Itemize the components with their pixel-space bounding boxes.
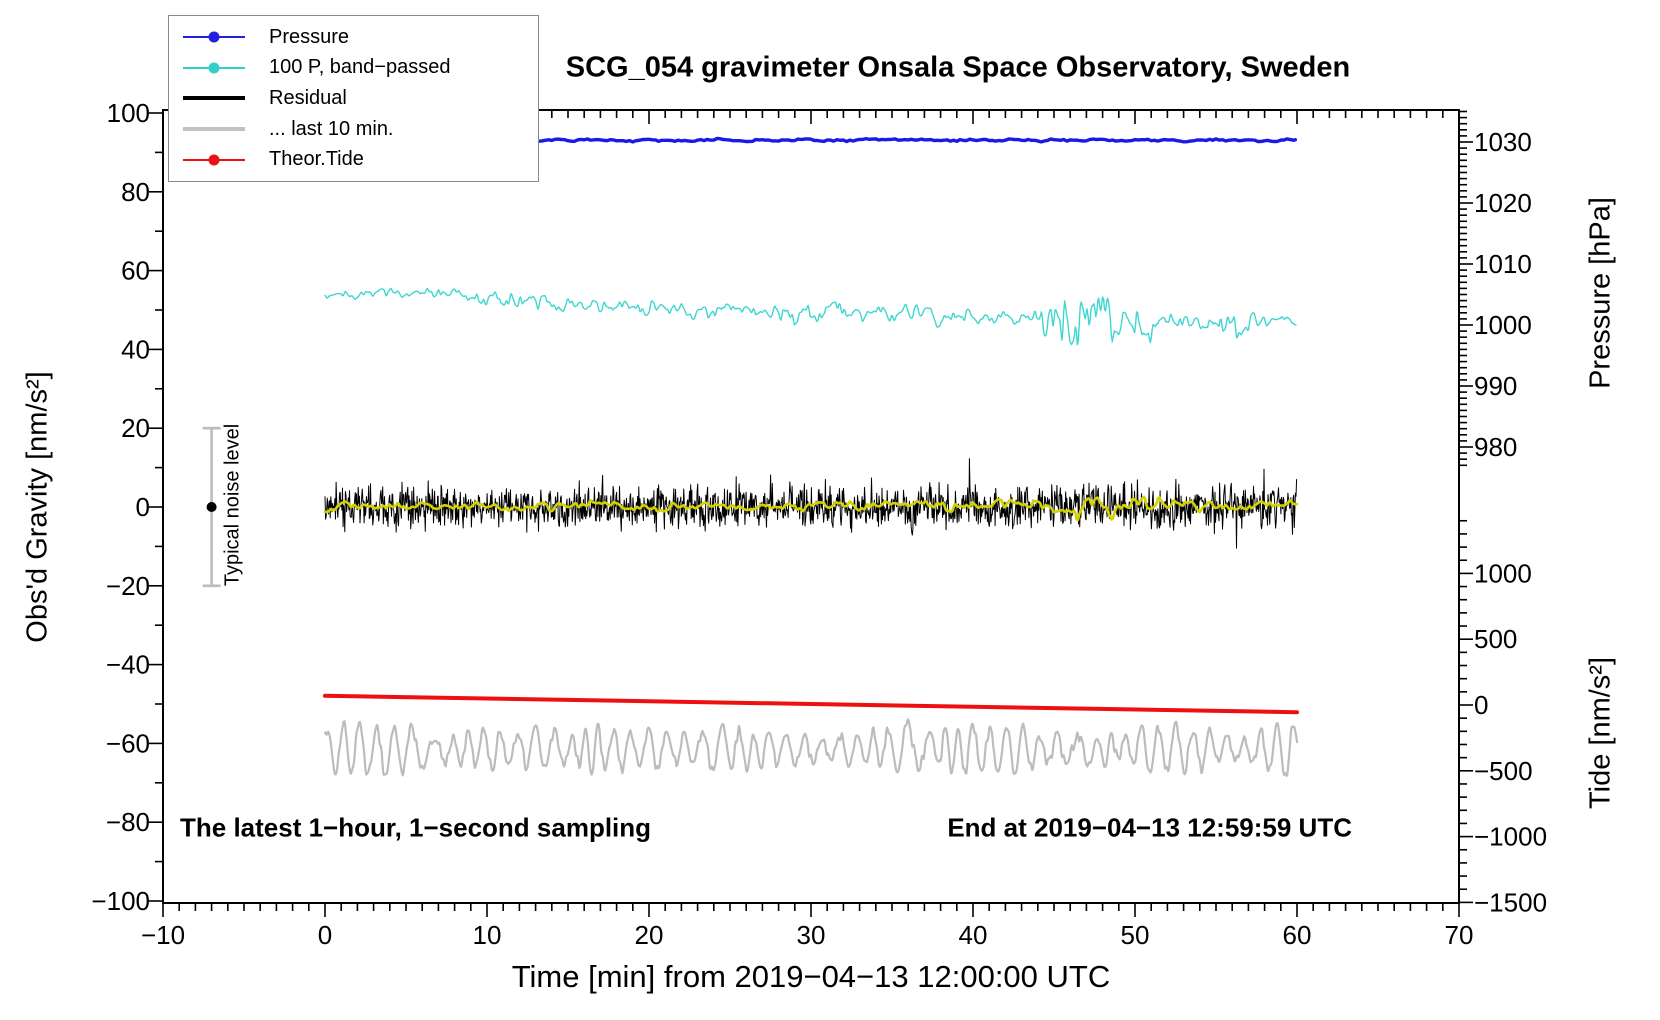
sampling-note: The latest 1−hour, 1−second sampling: [180, 812, 652, 843]
gravity-tick-label: 20: [121, 413, 150, 443]
legend-label: ... last 10 min.: [269, 117, 394, 140]
gravity-tick-label: 0: [136, 492, 150, 522]
gravity-tick-label: −40: [106, 650, 150, 680]
gravity-tick-label: 80: [121, 177, 150, 207]
gravity-tick-label: −100: [91, 886, 150, 916]
tide-tick-label: 0: [1474, 690, 1488, 720]
x-tick-label: 10: [473, 920, 502, 950]
end-time-note: End at 2019−04−13 12:59:59 UTC: [947, 812, 1352, 843]
residual-smoothed-series-line: [323, 495, 1299, 522]
x-tick-label: 40: [959, 920, 988, 950]
tide-tick-label: −1000: [1474, 822, 1547, 852]
y-left-axis-title: Obs'd Gravity [nm/s²]: [21, 371, 54, 643]
pressure-legend-marker-icon: [183, 31, 245, 43]
bandpassed-series-line: [324, 287, 1297, 346]
theor-tide-series-line: [323, 693, 1299, 715]
x-tick-label: 0: [318, 920, 332, 950]
legend-box: Pressure 100 P, band−passed Residual ...…: [168, 15, 539, 182]
x-tick-label: 20: [635, 920, 664, 950]
tide-axis-title: Tide [nm/s²]: [1584, 656, 1617, 810]
pressure-axis-title: Pressure [hPa]: [1584, 197, 1617, 389]
tide-tick-label: −1500: [1474, 887, 1547, 917]
last10min-series-line: [323, 718, 1299, 777]
tide-tick-label: 1000: [1474, 558, 1532, 588]
residual-series-line: [324, 458, 1298, 549]
pressure-tick-label: 980: [1474, 432, 1517, 462]
legend-item-theor-tide: Theor.Tide: [181, 147, 538, 173]
legend-item-last10min: ... last 10 min.: [181, 116, 538, 142]
legend-dot-icon: [208, 62, 220, 74]
legend-item-residual: Residual: [181, 85, 538, 111]
x-tick-label: 60: [1283, 920, 1312, 950]
noise-bar-dot: [206, 502, 217, 512]
gravity-tick-label: 100: [107, 98, 150, 128]
legend-dot-icon: [208, 31, 220, 43]
legend-label: Theor.Tide: [269, 148, 364, 171]
theortide-legend-marker-icon: [183, 154, 245, 166]
legend-item-bandpassed: 100 P, band−passed: [181, 55, 538, 81]
pressure-tick-label: 1010: [1474, 249, 1532, 279]
pressure-tick-label: 1000: [1474, 310, 1532, 340]
gravity-tick-label: −20: [106, 571, 150, 601]
tide-tick-label: 500: [1474, 624, 1517, 654]
legend-dot-icon: [208, 154, 220, 166]
gravity-tick-label: −80: [106, 807, 150, 837]
legend-label: Pressure: [269, 25, 350, 48]
pressure-tick-label: 1030: [1474, 127, 1532, 157]
gravity-tick-label: −60: [106, 728, 150, 758]
tide-tick-label: −500: [1474, 756, 1533, 786]
legend-label: 100 P, band−passed: [269, 56, 451, 79]
x-axis-title: Time [min] from 2019−04−13 12:00:00 UTC: [511, 959, 1111, 994]
legend-label: Residual: [269, 86, 347, 109]
residual-legend-marker-icon: [183, 96, 245, 101]
x-tick-label: 70: [1445, 920, 1474, 950]
last10min-legend-marker-icon: [183, 127, 245, 132]
gravity-tick-label: 60: [121, 256, 150, 286]
chart-title: SCG_054 gravimeter Onsala Space Observat…: [565, 51, 1351, 84]
bandpassed-legend-marker-icon: [183, 62, 245, 74]
pressure-tick-label: 1020: [1474, 188, 1532, 218]
x-tick-label: 30: [797, 920, 826, 950]
noise-bar-label: Typical noise level: [221, 423, 244, 587]
x-tick-label: 50: [1121, 920, 1150, 950]
gravity-tick-label: 40: [121, 334, 150, 364]
x-tick-label: −10: [141, 920, 185, 950]
pressure-tick-label: 990: [1474, 371, 1517, 401]
legend-item-pressure: Pressure: [181, 24, 538, 50]
